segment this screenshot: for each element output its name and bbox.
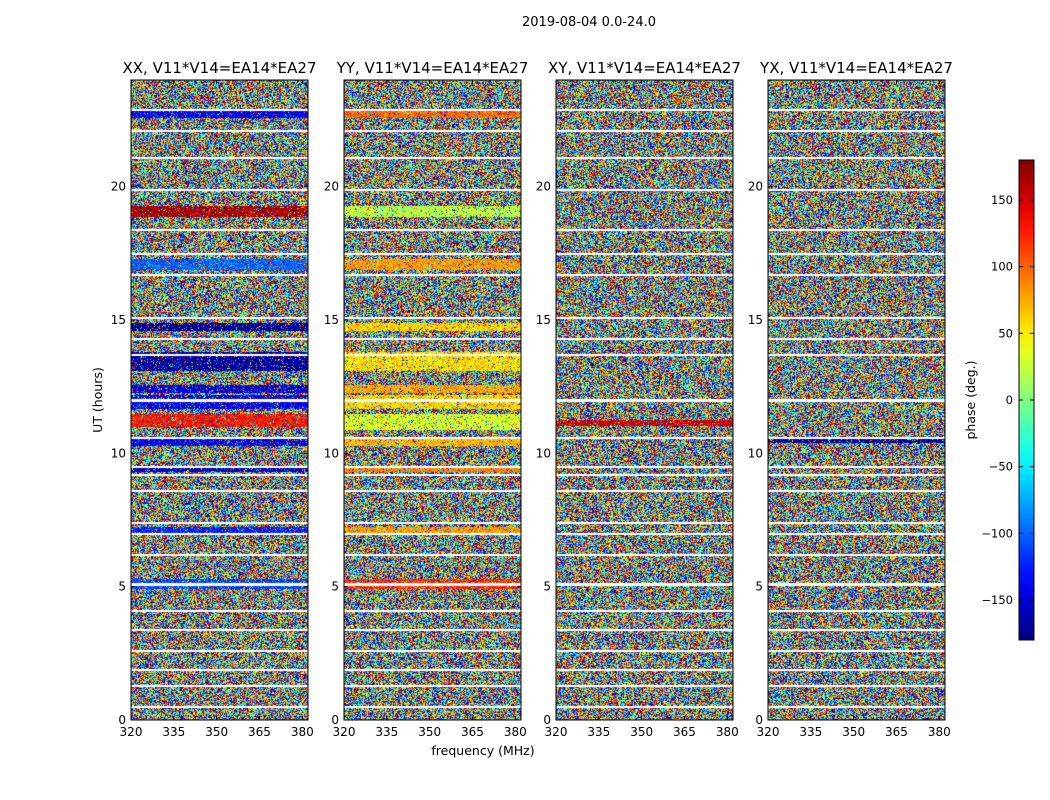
x-tick-label: 320 <box>333 725 356 739</box>
panel-4: YX, V11*V14=EA14*EA27 320 335 350 365 380 0 5 10… <box>748 59 953 739</box>
colorbar-tick-label: 150 <box>991 193 1013 207</box>
figure-suptitle: 2019-08-04 0.0-24.0 <box>522 15 656 30</box>
y-tick-label: 15 <box>748 313 763 327</box>
panel-title: XX, V11*V14=EA14*EA27 <box>122 59 316 77</box>
x-tick-label: 380 <box>716 725 739 739</box>
x-tick-label: 335 <box>162 725 185 739</box>
y-tick-label: 20 <box>748 180 763 194</box>
axes-frame <box>767 79 946 721</box>
x-tick-label: 320 <box>545 725 568 739</box>
colorbar-tick-label: 50 <box>998 326 1013 340</box>
y-tick-label: 10 <box>536 446 551 460</box>
y-tick-label: 5 <box>331 580 339 594</box>
y-tick-label: 5 <box>543 580 551 594</box>
y-tick-label: 15 <box>111 313 126 327</box>
x-axis-label: frequency (MHz) <box>431 743 534 758</box>
x-tick-label: 380 <box>504 725 527 739</box>
y-tick-label: 10 <box>111 446 126 460</box>
colorbar-label: phase (deg.) <box>963 361 978 440</box>
colorbar-tick-label: 0 <box>1006 393 1013 407</box>
phase-heatmap <box>344 80 521 720</box>
axes-frame <box>555 79 734 721</box>
colorbar-tick-label: −50 <box>989 460 1013 474</box>
colorbar-tick-label: 100 <box>991 260 1013 274</box>
x-tick-label: 380 <box>928 725 951 739</box>
panel-title: YX, V11*V14=EA14*EA27 <box>759 59 953 77</box>
panel-title: XY, V11*V14=EA14*EA27 <box>548 59 741 77</box>
y-tick-label: 10 <box>324 446 339 460</box>
y-tick-label: 0 <box>543 713 551 727</box>
phase-heatmap <box>768 80 945 720</box>
x-tick-label: 335 <box>587 725 610 739</box>
y-tick-label: 10 <box>748 446 763 460</box>
x-tick-label: 350 <box>205 725 228 739</box>
y-tick-label: 0 <box>118 713 126 727</box>
x-tick-label: 365 <box>673 725 696 739</box>
y-tick-label: 5 <box>755 580 763 594</box>
phase-heatmap <box>131 80 308 720</box>
phase-heatmap <box>556 80 733 720</box>
x-tick-label: 380 <box>291 725 314 739</box>
y-axis-label: UT (hours) <box>90 367 105 433</box>
y-tick-label: 20 <box>324 180 339 194</box>
x-tick-label: 335 <box>375 725 398 739</box>
y-tick-label: 15 <box>324 313 339 327</box>
colorbar-tick-label: −150 <box>981 593 1013 607</box>
y-tick-label: 20 <box>111 180 126 194</box>
x-tick-label: 365 <box>885 725 908 739</box>
colorbar-tick-label: −100 <box>981 526 1013 540</box>
x-tick-label: 350 <box>418 725 441 739</box>
panel-2: YY, V11*V14=EA14*EA27 320 335 350 365 380 0 5 10… <box>324 59 529 739</box>
axes-frame <box>343 79 522 721</box>
panel-title: YY, V11*V14=EA14*EA27 <box>336 59 529 77</box>
axes-frame <box>130 79 309 721</box>
panel-1: XX, V11*V14=EA14*EA27 320 335 350 365 380 0 5 10… <box>111 59 317 739</box>
x-tick-label: 335 <box>799 725 822 739</box>
y-tick-label: 15 <box>536 313 551 327</box>
x-tick-label: 320 <box>120 725 143 739</box>
panel-3: XY, V11*V14=EA14*EA27 320 335 350 365 380 0 5 10… <box>536 59 741 739</box>
x-tick-label: 350 <box>630 725 653 739</box>
x-tick-label: 365 <box>461 725 484 739</box>
y-tick-label: 0 <box>755 713 763 727</box>
x-tick-label: 350 <box>842 725 865 739</box>
y-tick-label: 20 <box>536 180 551 194</box>
y-tick-label: 5 <box>118 580 126 594</box>
x-tick-label: 365 <box>248 725 271 739</box>
y-tick-label: 0 <box>331 713 339 727</box>
x-tick-label: 320 <box>757 725 780 739</box>
